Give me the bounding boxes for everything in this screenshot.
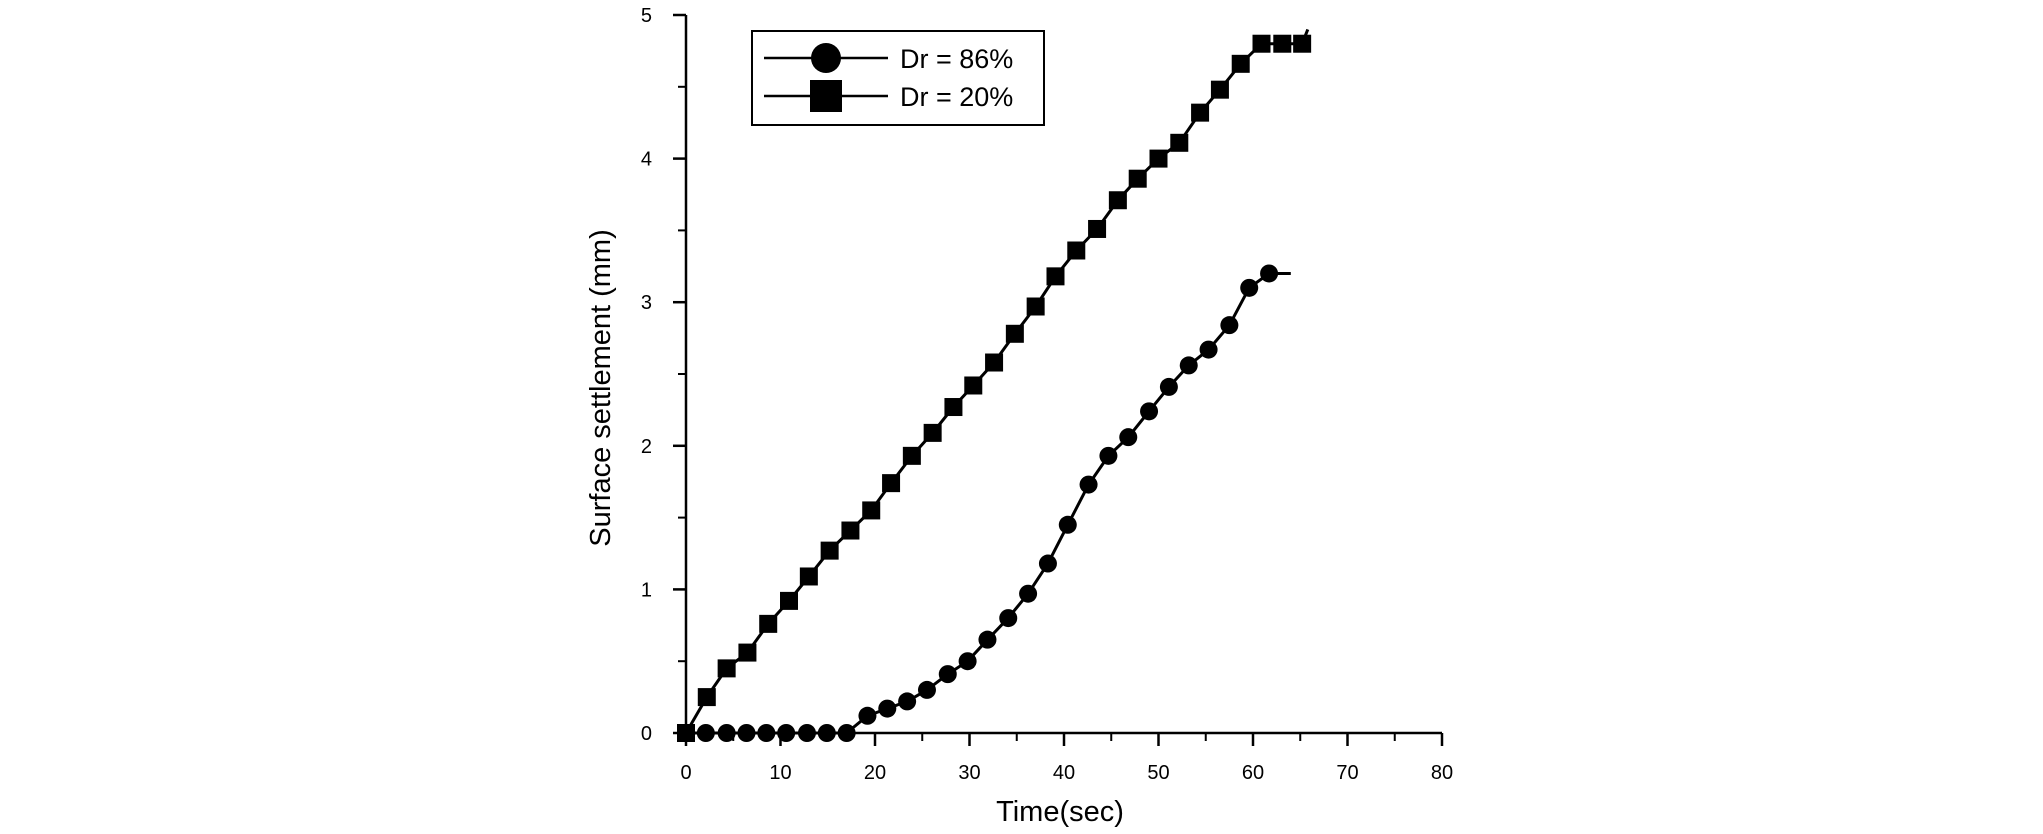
legend-marker-dr86: [811, 43, 841, 73]
x-tick-label: 70: [1336, 762, 1358, 784]
x-tick-label: 20: [864, 762, 886, 784]
data-point-dr20: [944, 398, 963, 417]
x-tick-label: 30: [958, 762, 980, 784]
data-point-dr20: [1128, 169, 1147, 188]
x-tick-label: 50: [1147, 762, 1169, 784]
x-tick-label: 60: [1242, 762, 1264, 784]
data-point-dr86: [1220, 316, 1239, 335]
data-point-dr86: [837, 724, 856, 742]
data-point-dr20: [799, 567, 818, 586]
data-point-dr20: [717, 659, 736, 678]
x-tick-label: 10: [769, 762, 791, 784]
data-point-dr86: [1019, 584, 1038, 603]
data-point-dr86: [1140, 402, 1159, 421]
x-axis-ticks: 0 10 20 30 40 50 60 70 80: [680, 733, 1453, 784]
data-point-dr20: [1005, 324, 1024, 343]
x-tick-label: 80: [1431, 762, 1453, 784]
data-point-dr86: [797, 724, 816, 742]
data-point-dr20: [780, 591, 799, 610]
data-point-dr86: [938, 665, 957, 684]
data-point-dr20: [1231, 54, 1250, 73]
y-axis-ticks: 0 1 2 3 4 5: [641, 5, 686, 745]
data-point-dr86: [777, 724, 796, 742]
data-point-dr20: [923, 423, 942, 442]
data-point-dr20: [1149, 149, 1168, 168]
data-point-dr20: [1088, 219, 1107, 238]
data-point-dr20: [1191, 103, 1210, 122]
y-axis-title: Surface settlement (mm): [585, 229, 617, 546]
series-dr86: [677, 264, 1291, 742]
data-point-dr86: [1038, 554, 1057, 573]
data-point-dr20: [677, 724, 695, 742]
legend-label-dr86: Dr = 86%: [900, 44, 1013, 74]
data-point-dr86: [696, 724, 715, 742]
data-point-dr20: [738, 643, 757, 662]
data-point-dr20: [902, 446, 921, 465]
data-point-dr86: [1199, 340, 1218, 359]
data-point-dr20: [1210, 80, 1229, 99]
data-point-dr86: [817, 724, 836, 742]
data-point-dr86: [1179, 356, 1198, 375]
y-tick-label: 0: [641, 723, 652, 745]
data-point-dr20: [985, 353, 1004, 372]
data-point-dr86: [917, 680, 936, 699]
data-point-dr86: [898, 692, 917, 711]
data-point-dr20: [882, 474, 901, 493]
data-point-dr86: [1058, 515, 1077, 534]
legend: Dr = 86% Dr = 20%: [751, 30, 1045, 126]
legend-marker-dr20: [810, 80, 842, 112]
data-point-dr86: [1099, 446, 1118, 465]
y-tick-label: 4: [641, 149, 652, 171]
y-tick-label: 2: [641, 436, 652, 458]
data-point-dr86: [737, 724, 756, 742]
x-tick-label: 40: [1053, 762, 1075, 784]
x-tick-label: 0: [680, 762, 691, 784]
data-point-dr20: [1067, 241, 1086, 260]
data-point-dr86: [1079, 475, 1098, 494]
data-point-dr86: [978, 630, 997, 649]
data-point-dr20: [964, 376, 983, 395]
data-point-dr86: [717, 724, 736, 742]
data-point-dr86: [958, 652, 977, 671]
data-point-dr86: [1260, 264, 1279, 283]
y-tick-label: 3: [641, 292, 652, 314]
y-tick-label: 5: [641, 5, 652, 27]
series-layer: [677, 28, 1312, 742]
plot-area: 0 10 20 30 40 50 60 70 80 0 1 2 3 4 5: [641, 5, 1453, 784]
series-line-dr86: [686, 272, 1291, 735]
data-point-dr86: [1159, 377, 1178, 396]
data-point-dr86: [757, 724, 776, 742]
data-point-dr86: [858, 706, 877, 725]
data-point-dr86: [1240, 278, 1259, 297]
series-dr20: [677, 28, 1312, 742]
data-point-dr86: [1119, 428, 1138, 447]
series-line-dr20: [684, 28, 1310, 734]
data-point-dr20: [1046, 267, 1065, 286]
data-point-dr20: [1026, 297, 1045, 316]
data-point-dr86: [999, 609, 1018, 628]
data-point-dr20: [820, 541, 839, 560]
data-point-dr86: [878, 699, 897, 718]
data-point-dr20: [1293, 34, 1312, 53]
data-point-dr20: [697, 688, 716, 707]
data-point-dr20: [1170, 133, 1189, 152]
data-point-dr20: [841, 521, 860, 540]
y-tick-label: 1: [641, 579, 652, 601]
legend-box: [751, 30, 1045, 126]
legend-label-dr20: Dr = 20%: [900, 82, 1013, 112]
data-point-dr20: [1252, 34, 1271, 53]
data-point-dr20: [862, 501, 881, 520]
x-axis-title: Time(sec): [996, 796, 1124, 828]
data-point-dr20: [759, 614, 778, 633]
data-point-dr20: [1273, 34, 1292, 53]
data-point-dr20: [1108, 191, 1127, 210]
